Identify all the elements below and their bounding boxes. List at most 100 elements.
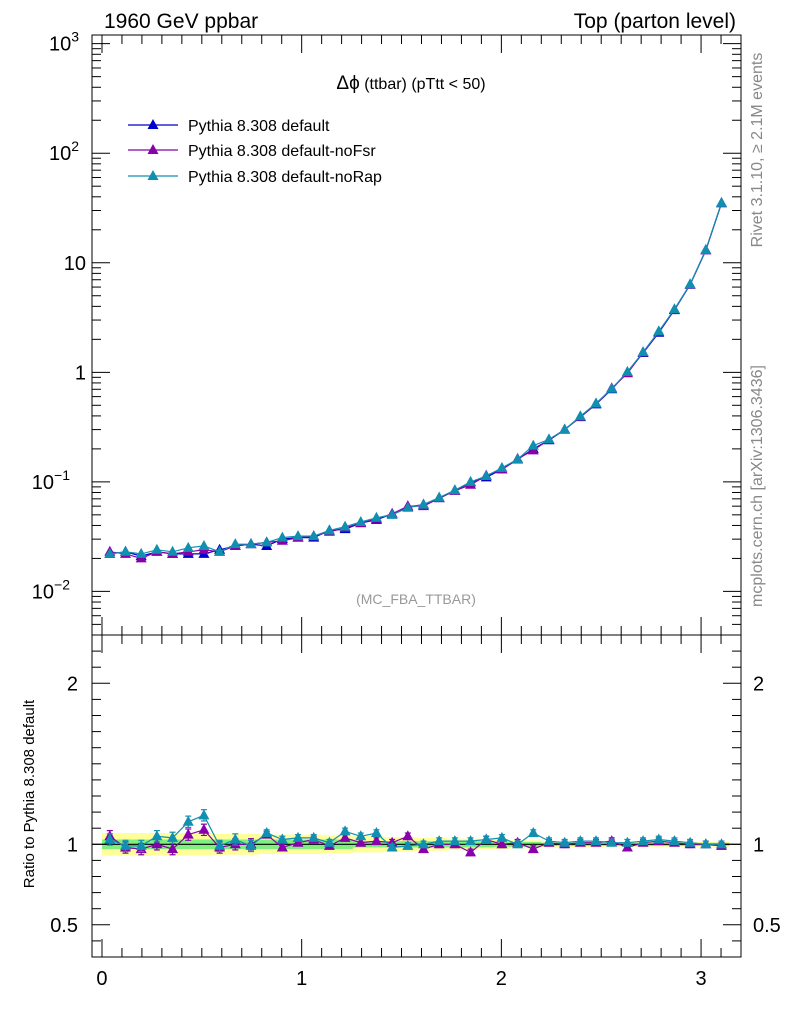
main-series-group [104,196,727,563]
data-point [120,545,132,556]
data-point [480,470,492,481]
ratio-ticks: 2 2 1 1 0.5 0.5 0 1 2 3 [50,635,781,990]
data-point [292,530,304,541]
ratio-point [198,823,210,834]
main-y-tick-exponent: 3 [71,29,79,45]
ratio-point [292,831,304,842]
ratio-point [621,836,633,847]
ratio-point [167,831,179,842]
main-y-tick-exponent: 2 [71,138,79,154]
legend-marker-norap [147,170,159,180]
ratio-point [370,827,382,838]
ratio-point [449,835,461,846]
data-point [402,501,414,512]
ratio-point [323,836,335,847]
mcplots-label: mcplots.cern.ch [arXiv:1306.3436] [749,365,766,607]
data-point [198,539,210,550]
main-y-tick-base: 10 [49,143,71,165]
data-point [261,536,273,547]
data-point [621,365,633,376]
data-point [574,410,586,421]
ratio-line [109,829,722,854]
ratio-point [543,835,555,846]
ratio-point [574,835,586,846]
data-point [245,538,257,549]
legend: Pythia 8.308 default Pythia 8.308 defaul… [128,118,382,186]
plot-title: Δϕ (ttbar) (pTtt < 50) [336,73,485,94]
ratio-point [355,830,367,841]
main-y-tick-exponent: −2 [54,576,70,592]
data-point [606,382,618,393]
ratio-point [355,836,367,847]
main-y-tick-base: 10 [32,472,54,494]
ratio-point [229,833,241,844]
data-point [543,433,555,444]
series-1 [104,197,727,563]
data-point [433,491,445,502]
ratio-point [465,846,477,857]
series-line [109,202,723,555]
ratio-ylabel: Ratio to Pythia 8.308 default [21,699,38,888]
main-y-tick-label: 10−2 [32,576,70,603]
ratio-point [276,841,288,852]
legend-marker-default [147,119,159,129]
ratio-point [339,825,351,836]
ratio-point [167,843,179,854]
ratio-y-tick-label-left: 0.5 [50,915,78,937]
data-point [418,498,430,509]
ratio-point [684,836,696,847]
data-point [276,531,288,542]
ratio-point [135,839,147,850]
ratio-point [214,839,226,850]
analysis-watermark: (MC_FBA_TTBAR) [356,591,476,607]
ratio-point [402,830,414,841]
ratio-point [182,815,194,826]
ratio-point [637,835,649,846]
ratio-point [480,833,492,844]
ratio-point [198,809,210,820]
legend-marker-nofsr [147,144,159,154]
ratio-y-tick-label-left: 1 [67,834,78,856]
ratio-x-tick-label: 2 [496,968,507,990]
ratio-point [386,841,398,852]
header-right-title: Top (parton level) [574,10,736,33]
header-left-title: 1960 GeV ppbar [104,10,258,33]
ratio-y-tick-label-right: 0.5 [753,915,781,937]
ratio-point [527,843,539,854]
main-y-tick-base: 10 [49,34,71,56]
ratio-point [104,833,116,844]
main-y-tick-label: 102 [49,138,79,165]
data-point [449,484,461,495]
main-y-tick-base: 1 [75,362,86,384]
data-point [637,346,649,357]
ratio-point [418,838,430,849]
title-text: (ttbar) (pTtt < 50) [360,76,486,93]
data-point [512,453,524,464]
ratio-point [527,827,539,838]
ratio-series-2 [104,809,727,853]
ratio-point [261,827,273,838]
ratio-point [245,839,257,850]
legend-label-norap: Pythia 8.308 default-noRap [188,169,382,186]
ratio-plot-frame [91,634,742,958]
main-y-tick-base: 10 [32,581,54,603]
data-point [496,461,508,472]
ratio-point [151,830,163,841]
series-line [109,203,723,557]
ratio-y-tick-label-right: 1 [753,834,764,856]
data-point [668,303,680,314]
data-point [308,530,320,541]
data-point [151,543,163,554]
ratio-point [120,839,132,850]
ratio-point [276,833,288,844]
ratio-x-tick-label: 1 [296,968,307,990]
ratio-series-group [104,809,727,857]
rivet-label: Rivet 3.1.10, ≥ 2.1M events [749,53,766,248]
data-point [590,397,602,408]
ratio-point [606,836,618,847]
ratio-point [433,835,445,846]
data-point [386,508,398,519]
data-point [104,547,116,558]
ratio-point [496,831,508,842]
